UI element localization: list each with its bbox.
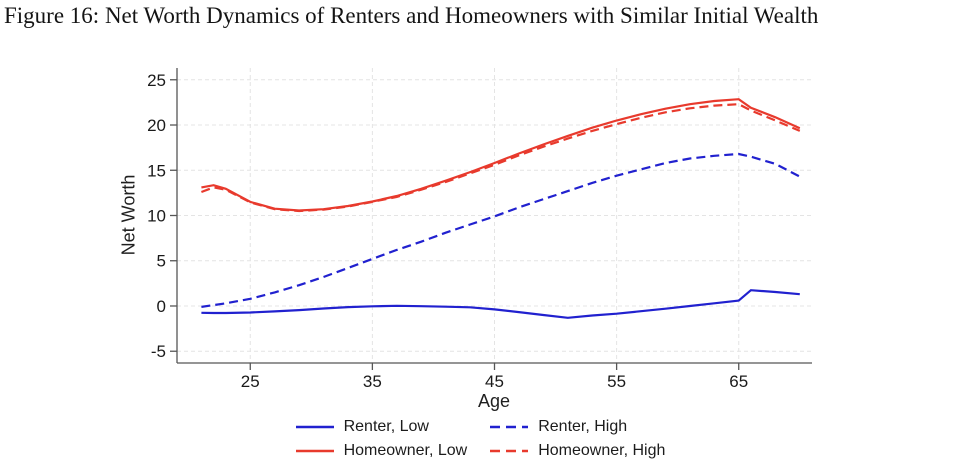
legend-label: Homeowner, High [538,442,666,459]
legend-item-renter-low: Renter, Low [295,417,468,437]
legend-label: Renter, High [538,418,628,435]
legend-swatch-line [295,449,334,453]
svg-text:65: 65 [729,372,748,391]
legend-label: Homeowner, Low [343,442,468,459]
legend-swatch-line [490,425,529,429]
svg-text:45: 45 [485,372,504,391]
legend-item-homeowner-high: Homeowner, High [489,441,665,461]
x-axis-title: Age [477,391,511,411]
svg-text:15: 15 [147,161,166,180]
svg-text:20: 20 [147,116,166,135]
legend-swatch-line [490,449,529,453]
svg-text:25: 25 [147,71,166,90]
chart-legend: Renter, Low Renter, High Homeowner, Low … [0,417,960,461]
svg-text:55: 55 [607,372,626,391]
legend-grid: Renter, Low Renter, High Homeowner, Low … [295,417,665,461]
svg-text:25: 25 [241,372,260,391]
svg-text:0: 0 [157,297,166,316]
legend-item-homeowner-low: Homeowner, Low [295,441,468,461]
y-axis-title: Net Worth [118,174,139,256]
legend-item-renter-high: Renter, High [489,417,665,437]
svg-text:10: 10 [147,207,166,226]
figure-title: Figure 16: Net Worth Dynamics of Renters… [4,3,819,28]
svg-text:35: 35 [363,372,382,391]
legend-swatch-line [295,425,334,429]
svg-text:5: 5 [157,252,166,271]
svg-text:-5: -5 [151,342,166,361]
legend-label: Renter, Low [343,418,429,435]
